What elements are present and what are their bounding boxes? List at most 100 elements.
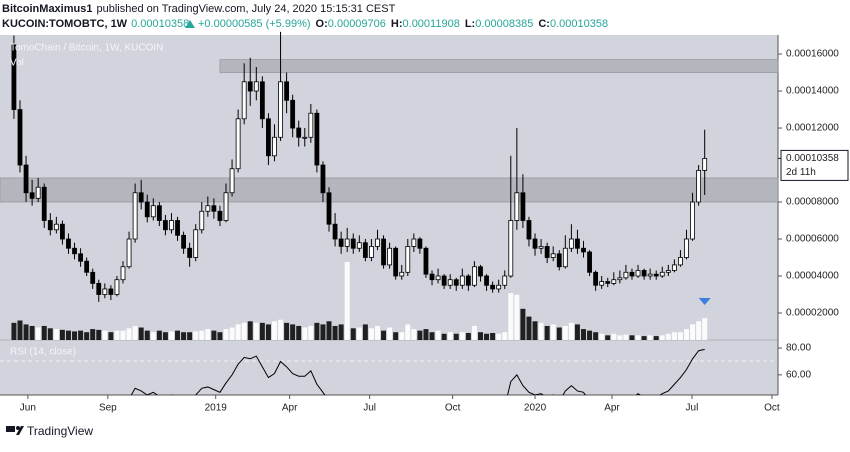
x-tick-label: Oct [764, 403, 780, 414]
volume-bar [502, 332, 508, 340]
y-tick-label: 0.00012000 [786, 123, 839, 134]
logo-block [6, 426, 15, 432]
candle-body [435, 275, 441, 281]
candle-body [568, 238, 574, 249]
candle-body [241, 81, 247, 120]
candle-body [623, 271, 629, 279]
candle-body [84, 260, 90, 273]
volume-bar [514, 294, 520, 340]
candle-body [181, 234, 186, 249]
volume-bar [411, 329, 417, 340]
candle-body [60, 223, 65, 240]
candle-body [35, 186, 41, 199]
volume-bar [587, 330, 593, 340]
candle-body [417, 238, 423, 249]
volume-bar [393, 332, 399, 340]
candle-body [629, 271, 635, 277]
volume-bar [302, 327, 308, 340]
candle-body [132, 192, 138, 240]
volume-bar [405, 324, 411, 340]
marks [0, 31, 779, 395]
candle-body [550, 253, 556, 258]
volume-bar [78, 330, 84, 340]
candle-body [338, 238, 344, 247]
volume-bar [368, 328, 374, 340]
volume-bar [187, 332, 193, 340]
signal-marker [698, 298, 711, 305]
volume-label: Vol [10, 58, 24, 69]
volume-bar [453, 333, 459, 340]
y-tick-label: 0.00004000 [786, 271, 839, 282]
candle-body [641, 270, 647, 277]
candle-body [53, 223, 59, 231]
published: published on TradingView.com, July 24, 2… [96, 3, 395, 15]
footer-brand: TradingView [27, 424, 93, 438]
candle-body [314, 112, 320, 166]
ohlc-line: +0.00000585 (+5.99%) O:0.00009706 H:0.0001… [198, 18, 608, 30]
volume-bar [235, 324, 241, 340]
volume-bar [435, 330, 441, 340]
volume-bar [484, 333, 490, 340]
volume-bar [605, 335, 611, 340]
volume-bar [635, 335, 641, 340]
volume-bar [490, 332, 496, 340]
candle-body [581, 247, 586, 253]
volume-bar [259, 322, 265, 340]
candle-body [114, 279, 120, 295]
candle-body [556, 253, 562, 268]
candle-body [593, 271, 599, 286]
candle-body [150, 205, 156, 218]
volume-bar [175, 330, 181, 340]
volume-bar [120, 330, 126, 340]
candle-body [381, 238, 386, 266]
candle-body [544, 246, 550, 258]
volume-bar [665, 333, 671, 340]
candle-body [399, 271, 405, 277]
volume-bar [532, 321, 538, 340]
candle-body [496, 284, 502, 290]
author: BitcoinMaximus1 [2, 3, 92, 15]
volume-bar [181, 332, 187, 340]
volume-bar [138, 327, 144, 340]
open-value: 0.00009706 [328, 18, 386, 30]
x-tick-label: Jun [20, 403, 36, 414]
candle-body [235, 118, 241, 170]
volume-bar [108, 332, 114, 340]
candle-body [514, 192, 520, 221]
candle-body [108, 288, 114, 295]
volume-bar [562, 325, 568, 340]
candle-body [490, 284, 496, 290]
volume-bar [35, 327, 41, 340]
candle-body [617, 277, 623, 281]
volume-bar [11, 322, 17, 340]
candle-body [532, 238, 538, 249]
volume-bar [629, 335, 635, 340]
candle-body [562, 247, 568, 268]
resistance-zone [219, 59, 779, 73]
volume-bar [162, 332, 168, 340]
candle-body [653, 273, 659, 277]
x-tick-label: Sep [99, 403, 117, 414]
volume-bar [465, 332, 471, 340]
close-label: C: [538, 18, 550, 30]
volume-bar [508, 293, 514, 340]
volume-bar [253, 322, 259, 340]
volume-bar [459, 332, 465, 340]
plot-background [0, 35, 778, 395]
candle-body [320, 164, 326, 194]
candle-body [326, 192, 332, 225]
candle-body [702, 158, 708, 171]
candle-body [169, 220, 174, 231]
volume-bar [205, 329, 211, 340]
low-value: 0.00008385 [475, 18, 533, 30]
volume-bar [702, 318, 708, 340]
candle-body [156, 205, 162, 221]
volume-bar [441, 333, 447, 340]
volume-bar [599, 333, 605, 340]
price-label-box [780, 149, 849, 181]
candle-body [375, 238, 380, 247]
candle-body [302, 136, 308, 139]
y-tick-label: 0.00006000 [786, 234, 839, 245]
volume-bar [102, 330, 108, 340]
candle-body [690, 201, 695, 240]
